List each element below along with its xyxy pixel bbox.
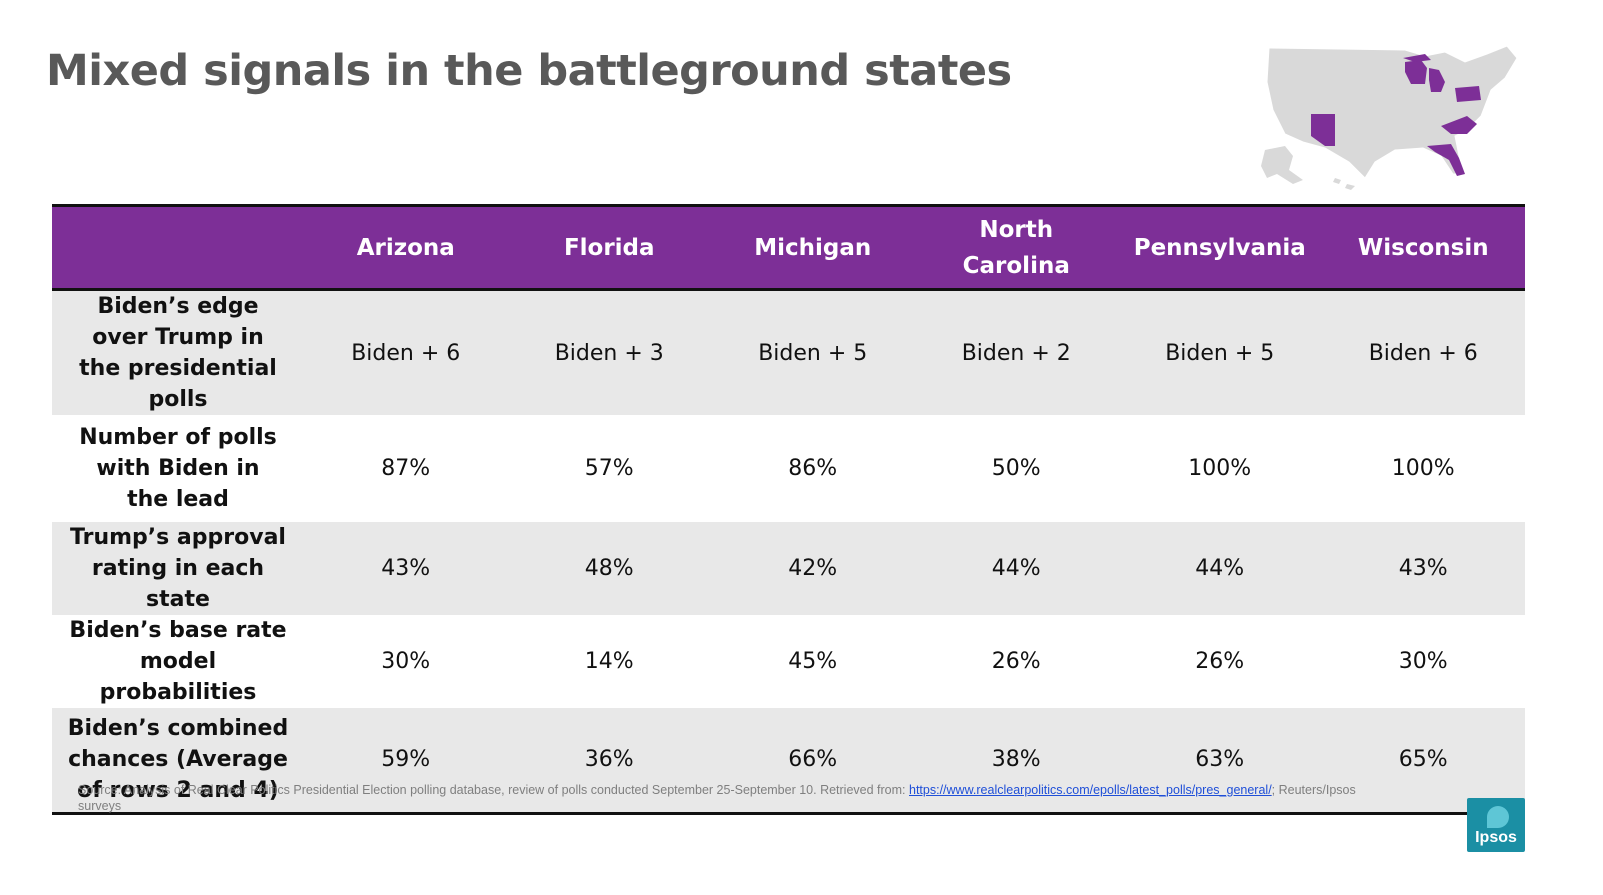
state-florida	[1427, 144, 1465, 176]
logo-text: Ipsos	[1475, 829, 1517, 846]
leaf-icon	[1487, 806, 1509, 828]
table-cell: 44%	[991, 556, 1041, 581]
source-link[interactable]: https://www.realclearpolitics.com/epolls…	[909, 783, 1272, 797]
header-michigan: Michigan	[711, 205, 915, 291]
state-north-carolina	[1441, 116, 1477, 134]
header-arizona: Arizona	[304, 205, 508, 291]
table-cell: 26%	[991, 649, 1041, 674]
table-cell: 45%	[788, 649, 838, 674]
battleground-table: Arizona Florida Michigan North Carolina …	[52, 204, 1525, 815]
table-row: Biden’s edge over Trump in the president…	[52, 289, 1525, 415]
table-cell: 43%	[381, 556, 431, 581]
header-north-carolina: North Carolina	[914, 205, 1118, 291]
table-cell: 100%	[1188, 456, 1252, 481]
table-cell: Biden + 3	[554, 340, 664, 366]
us-mainland-shape	[1266, 45, 1518, 179]
header-florida: Florida	[507, 205, 711, 291]
table-cell: 48%	[584, 556, 634, 581]
source-text: Source: Analysis of Real Clear Politics …	[78, 783, 909, 797]
state-arizona	[1311, 114, 1335, 146]
table-cell: 100%	[1391, 456, 1455, 481]
table-cell: 59%	[381, 747, 431, 773]
table-row: Biden’s combined chances (Average of row…	[52, 708, 1525, 813]
table-cell: 43%	[1398, 556, 1448, 581]
table-cell: 30%	[1398, 649, 1448, 674]
table-cell: 30%	[381, 649, 431, 674]
table-cell: 42%	[788, 556, 838, 581]
table-cell: 38%	[991, 747, 1041, 773]
alaska-shape	[1261, 146, 1303, 184]
table-cell: 57%	[584, 456, 634, 481]
row-label: Biden’s combined chances (Average of row…	[67, 716, 289, 804]
header-pennsylvania: Pennsylvania	[1118, 205, 1322, 291]
table-cell: 44%	[1195, 556, 1245, 581]
table-cell: Biden + 6	[351, 340, 461, 366]
header-corner	[52, 205, 304, 291]
table-cell: Biden + 2	[961, 340, 1071, 366]
row-label: Biden’s base rate model probabilities	[69, 618, 287, 705]
table-cell: 86%	[788, 456, 838, 481]
table-cell: Biden + 6	[1368, 340, 1478, 366]
source-note: Source: Analysis of Real Clear Politics …	[78, 782, 1378, 814]
table-cell: 14%	[584, 649, 634, 674]
row-label: Biden’s edge over Trump in the president…	[79, 294, 277, 412]
row-label: Number of polls with Biden in the lead	[79, 425, 277, 512]
table-cell: 87%	[381, 456, 431, 481]
state-pennsylvania	[1455, 86, 1481, 102]
table-cell: 50%	[991, 456, 1041, 481]
table-row: Number of polls with Biden in the lead 8…	[52, 415, 1525, 522]
ipsos-logo: Ipsos	[1467, 798, 1525, 852]
hawaii-shape	[1333, 178, 1355, 190]
table-cell: 65%	[1398, 747, 1448, 773]
table-row: Trump’s approval rating in each state 43…	[52, 522, 1525, 615]
page-title: Mixed signals in the battleground states	[46, 46, 1012, 96]
state-michigan	[1403, 54, 1445, 92]
row-label: Trump’s approval rating in each state	[70, 525, 286, 612]
table-row: Biden’s base rate model probabilities 30…	[52, 615, 1525, 708]
table-cell: 26%	[1195, 649, 1245, 674]
table-cell: 66%	[788, 747, 838, 773]
table-cell: 36%	[584, 747, 634, 773]
header-wisconsin: Wisconsin	[1321, 205, 1525, 291]
table-cell: Biden + 5	[758, 340, 868, 366]
us-battleground-map	[1261, 45, 1518, 190]
state-wisconsin	[1405, 60, 1427, 84]
table-cell: Biden + 5	[1165, 340, 1275, 366]
table-cell: 63%	[1195, 747, 1245, 773]
table-header-row: Arizona Florida Michigan North Carolina …	[52, 205, 1525, 291]
source-suffix: ; Reuters/Ipsos surveys	[78, 783, 1356, 813]
